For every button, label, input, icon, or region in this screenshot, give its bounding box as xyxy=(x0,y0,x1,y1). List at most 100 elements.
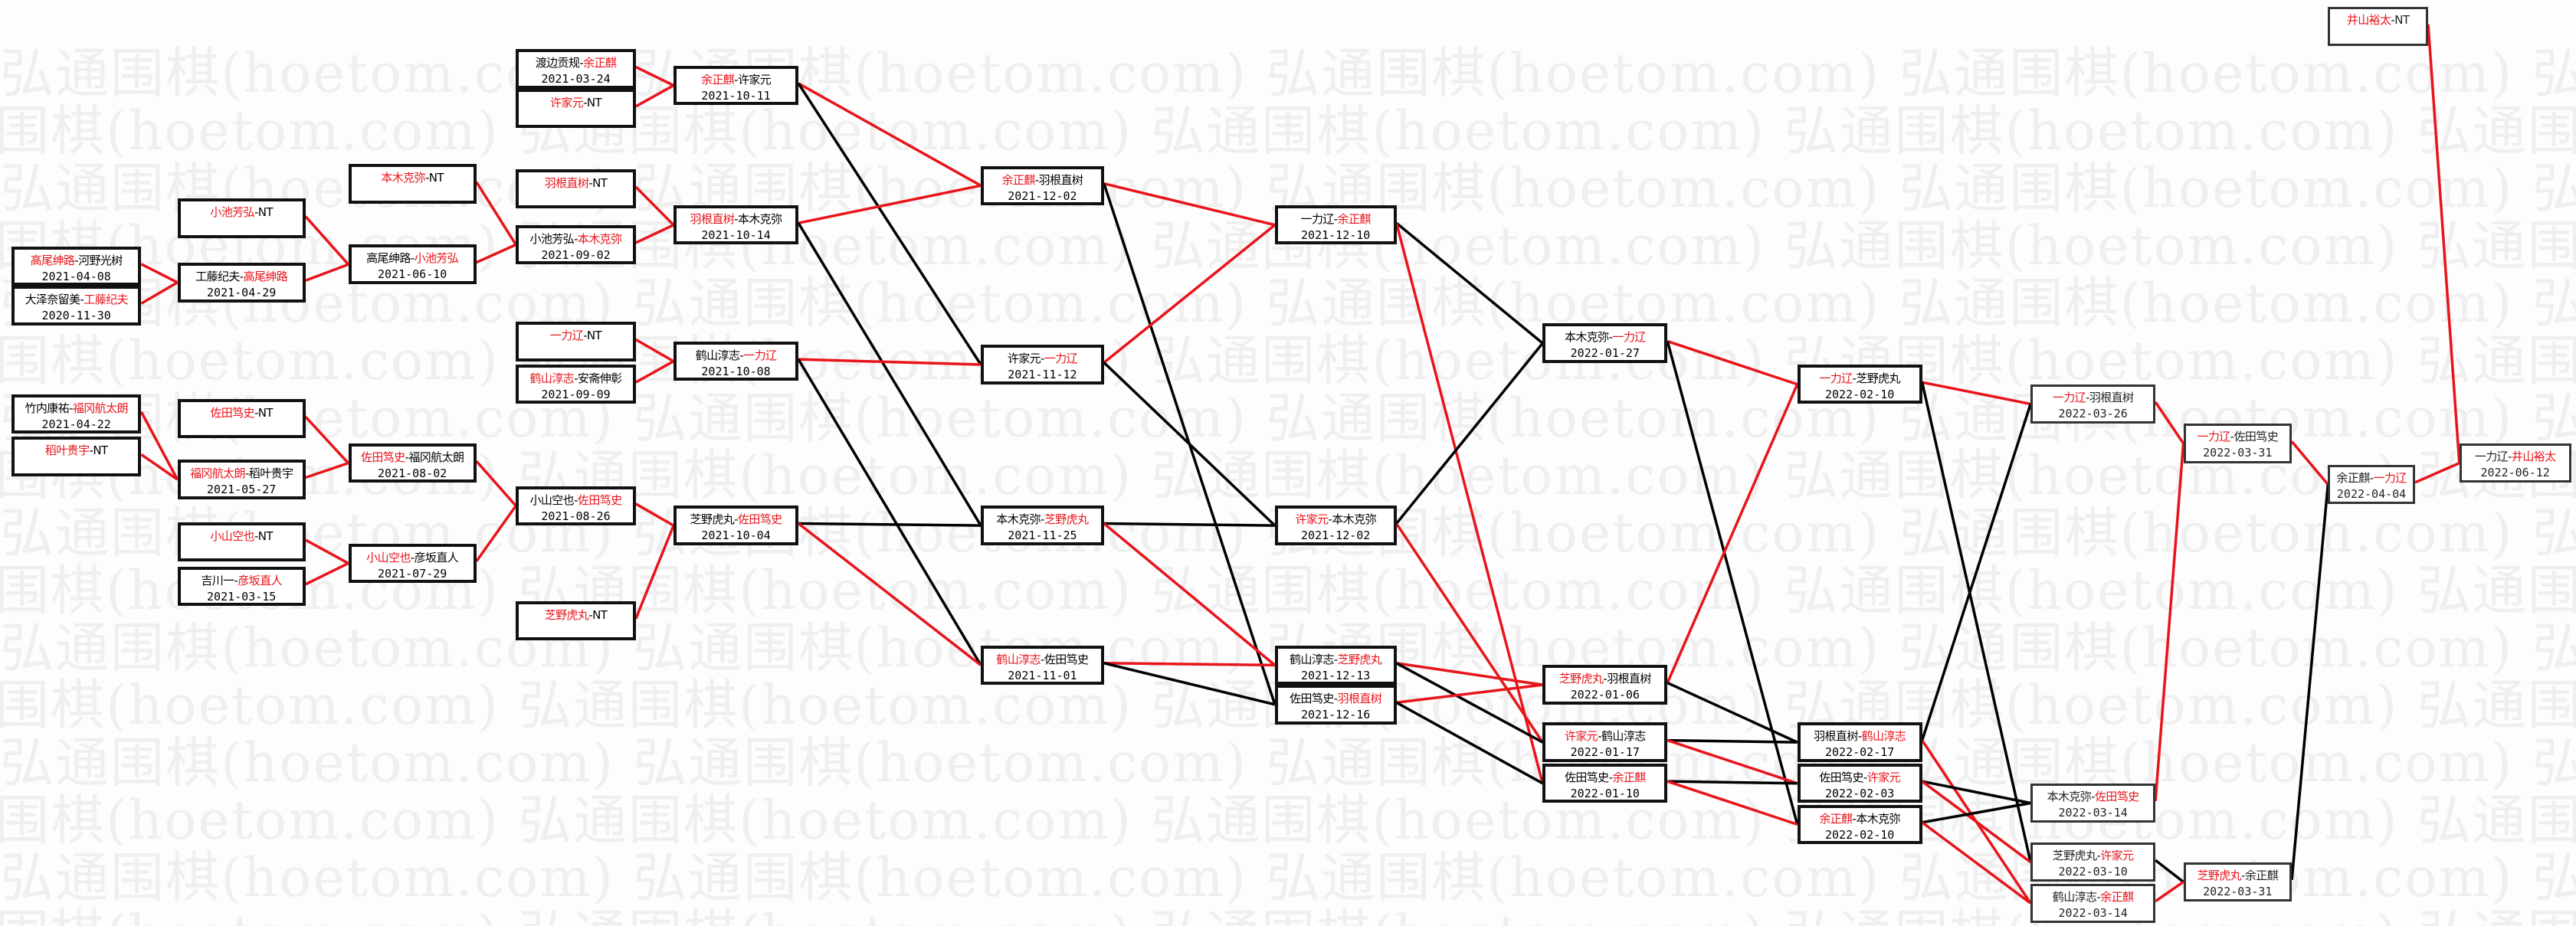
connector-E4-F3 xyxy=(798,522,982,527)
player-1: 许家元 xyxy=(1007,352,1041,366)
match-players: 鹤山淳志-一力辽 xyxy=(696,348,777,362)
match-players: 大泽奈留美-工藤纪夫 xyxy=(25,293,128,306)
separator: - xyxy=(739,348,744,362)
match-date: 2021-03-24 xyxy=(541,72,611,87)
match-players: 渡边贡规-余正麒 xyxy=(536,56,617,70)
separator: - xyxy=(69,401,73,415)
player-1: 稻叶贵宇 xyxy=(44,443,90,458)
match-date: 2021-08-02 xyxy=(378,466,447,480)
match-box: 鹤山淳志-佐田笃史 2021-11-01 xyxy=(981,645,1104,686)
match-players: 许家元-NT xyxy=(550,96,602,110)
match-date: 2021-08-26 xyxy=(541,509,611,523)
player-2: NT xyxy=(257,205,274,220)
match-box: 许家元-鹤山淳志 2022-01-17 xyxy=(1542,722,1668,762)
player-2: 一力辽 xyxy=(1044,352,1078,366)
connector-H4-I4 xyxy=(1667,780,1798,826)
match-box: 余正麒-许家元 2021-10-11 xyxy=(673,65,799,106)
match-date: 2022-02-10 xyxy=(1824,827,1895,842)
player-1: 小山空也 xyxy=(210,528,254,543)
separator: - xyxy=(734,212,738,227)
player-2: 余正麒 xyxy=(583,56,617,70)
match-players: 余正麒-羽根直树 xyxy=(1002,173,1083,187)
player-1: 佐田笃史 xyxy=(1819,771,1863,785)
match-box: 稻叶贵宇-NT xyxy=(11,437,142,476)
separator: - xyxy=(1852,811,1857,826)
player-1: 许家元 xyxy=(1564,729,1598,744)
connector-B5-C4 xyxy=(304,538,349,564)
match-box: 鹤山淳志-一力辽 2021-10-08 xyxy=(673,341,799,381)
connector-G3-H3 xyxy=(1395,662,1544,744)
connector-D4-E2 xyxy=(635,224,674,244)
match-box: 余正麒-羽根直树 2021-12-02 xyxy=(981,165,1104,205)
player-1: 一力辽 xyxy=(1819,371,1853,385)
separator: - xyxy=(1041,352,1044,366)
player-1: 一力辽 xyxy=(2052,390,2086,404)
match-players: 鹤山淳志-佐田笃史 xyxy=(996,653,1089,666)
match-date: 2022-03-14 xyxy=(2058,905,2128,920)
connector-G2-H1 xyxy=(1395,342,1544,525)
match-players: 小池芳弘-NT xyxy=(210,205,273,219)
match-box: 鹤山淳志-芝野虎丸 2021-12-13 xyxy=(1274,645,1397,686)
player-1: 小山空也 xyxy=(529,492,575,507)
player-2: NT xyxy=(586,329,602,343)
connector-F4-G3 xyxy=(1103,662,1275,667)
player-1: 吉川一 xyxy=(201,573,234,587)
separator: - xyxy=(588,175,593,190)
separator: - xyxy=(1041,512,1044,527)
connector-E1-F1 xyxy=(798,82,982,187)
match-players: 羽根直树-NT xyxy=(545,176,608,190)
connector-D1-E1 xyxy=(635,65,674,87)
player-2: 河野光树 xyxy=(78,253,123,267)
match-box: 鹤山淳志-余正麒 2022-03-14 xyxy=(2030,883,2156,923)
connector-I3-J3 xyxy=(1921,780,2032,864)
match-date: 2021-12-02 xyxy=(1008,188,1077,203)
separator: - xyxy=(1608,771,1613,785)
connector-C1-D4 xyxy=(475,181,517,246)
player-2: 一力辽 xyxy=(1612,330,1646,345)
match-players: 芝野虎丸-NT xyxy=(545,608,608,622)
separator: - xyxy=(574,371,578,385)
match-box: 小山空也-NT xyxy=(177,522,306,562)
match-players: 吉川一-彦坂直人 xyxy=(201,574,282,587)
player-1: 渡边贡规 xyxy=(535,56,580,70)
player-1: 福冈航太朗 xyxy=(189,466,246,481)
player-1: 羽根直树 xyxy=(544,175,589,190)
player-1: 佐田笃史 xyxy=(1290,692,1334,706)
connector-I1-J3 xyxy=(1920,381,2032,863)
match-date: 2022-01-10 xyxy=(1570,787,1640,801)
player-2: NT xyxy=(428,171,444,185)
match-players: 佐田笃史-羽根直树 xyxy=(1290,692,1382,706)
player-2: 余正麒 xyxy=(1612,771,1646,785)
match-date: 2021-03-15 xyxy=(207,589,277,604)
player-1: 羽根直树 xyxy=(1814,729,1858,744)
match-date: 2020-11-30 xyxy=(41,309,111,323)
connector-H4-I3 xyxy=(1667,780,1798,785)
player-1: 芝野虎丸 xyxy=(544,607,589,622)
connector-G1-H4 xyxy=(1395,222,1545,784)
connector-C2-D4 xyxy=(476,243,516,264)
match-box: 福冈航太朗-稻叶贵宇 2021-05-27 xyxy=(177,460,306,499)
match-players: 余正麒-本木克弥 xyxy=(1819,812,1900,826)
separator: - xyxy=(410,550,415,564)
separator: - xyxy=(583,329,587,343)
separator: - xyxy=(1333,652,1338,666)
separator: - xyxy=(1598,729,1602,744)
match-box: 一力辽-芝野虎丸 2022-02-10 xyxy=(1797,364,1922,404)
match-players: 鹤山淳志-芝野虎丸 xyxy=(1290,652,1382,666)
match-date: 2021-09-02 xyxy=(541,247,611,262)
match-box: 井山裕太-NT xyxy=(2328,6,2429,47)
player-2: NT xyxy=(2394,12,2410,27)
match-date: 2021-10-14 xyxy=(701,228,771,243)
player-1: 佐田笃史 xyxy=(210,406,254,420)
match-players: 芝野虎丸-余正麒 xyxy=(2197,869,2278,882)
match-box: 佐田笃史-NT xyxy=(177,399,306,439)
player-2: NT xyxy=(592,175,608,190)
match-date: 2022-03-14 xyxy=(2058,805,2128,820)
match-players: 余正麒-一力辽 xyxy=(2336,471,2407,485)
match-box: 羽根直树-NT xyxy=(516,169,636,209)
match-box: 佐田笃史-许家元 2022-02-03 xyxy=(1797,764,1922,803)
match-players: 本木克弥-芝野虎丸 xyxy=(996,512,1089,527)
match-box: 佐田笃史-羽根直树 2021-12-16 xyxy=(1274,685,1397,725)
match-box: 一力辽-羽根直树 2022-03-26 xyxy=(2030,384,2156,424)
match-box: 佐田笃史-福冈航太朗 2021-08-02 xyxy=(348,443,477,483)
